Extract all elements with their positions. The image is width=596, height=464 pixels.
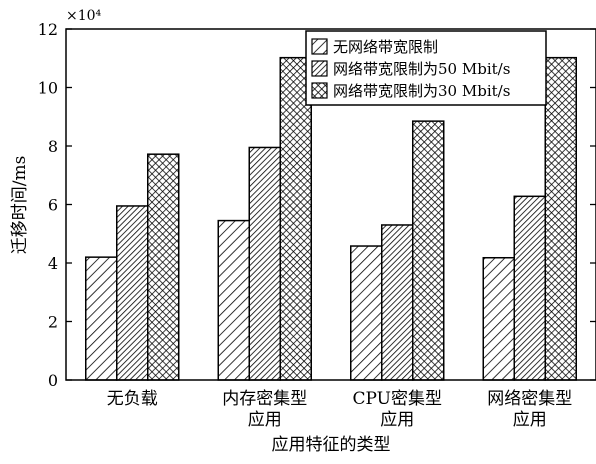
legend-swatch-1 <box>311 38 328 55</box>
y-tick-label-4: 4 <box>48 254 58 273</box>
legend-box <box>305 30 547 106</box>
bar-2-2 <box>248 146 281 381</box>
y-multiplier-label: ×10⁴ <box>66 8 102 24</box>
bar-2-3 <box>279 56 312 381</box>
bar-2-1 <box>217 219 250 381</box>
x-tick-label-3-line-2: 应用 <box>380 410 414 430</box>
bar-1-1 <box>85 256 118 381</box>
y-tick-label-6: 6 <box>48 196 58 215</box>
y-tick-label-8: 8 <box>48 137 58 156</box>
y-tick-label-2: 2 <box>48 313 58 332</box>
x-tick-label-2-line-1: 内存密集型 <box>222 389 307 409</box>
bar-4-1 <box>482 256 515 381</box>
legend-label-2: 网络带宽限制为50 Mbit/s <box>333 60 510 78</box>
legend-swatch-3 <box>311 82 328 99</box>
x-tick-label-3-line-1: CPU密集型 <box>353 389 442 409</box>
x-tick-label-4-line-2: 应用 <box>513 410 547 430</box>
bar-3-3 <box>412 120 445 381</box>
x-tick-label-4-line-1: 网络密集型 <box>487 389 572 409</box>
bar-4-3 <box>544 56 577 381</box>
y-axis-label: 迁移时间/ms <box>10 156 30 255</box>
bar-4-2 <box>513 195 546 381</box>
bar-1-3 <box>147 153 180 381</box>
bar-3-1 <box>350 245 383 381</box>
bar-3-2 <box>381 224 414 381</box>
bar-1-2 <box>116 205 149 381</box>
y-tick-label-0: 0 <box>48 371 58 390</box>
x-tick-label-1: 无负载 <box>107 389 158 409</box>
legend-label-3: 网络带宽限制为30 Mbit/s <box>333 82 510 100</box>
legend-label-1: 无网络带宽限制 <box>333 38 438 56</box>
legend-swatch-2 <box>311 60 328 77</box>
y-tick-label-12: 12 <box>38 20 58 39</box>
x-axis-label: 应用特征的类型 <box>272 435 391 455</box>
x-tick-label-2-line-2: 应用 <box>248 410 282 430</box>
y-tick-label-10: 10 <box>38 79 58 98</box>
